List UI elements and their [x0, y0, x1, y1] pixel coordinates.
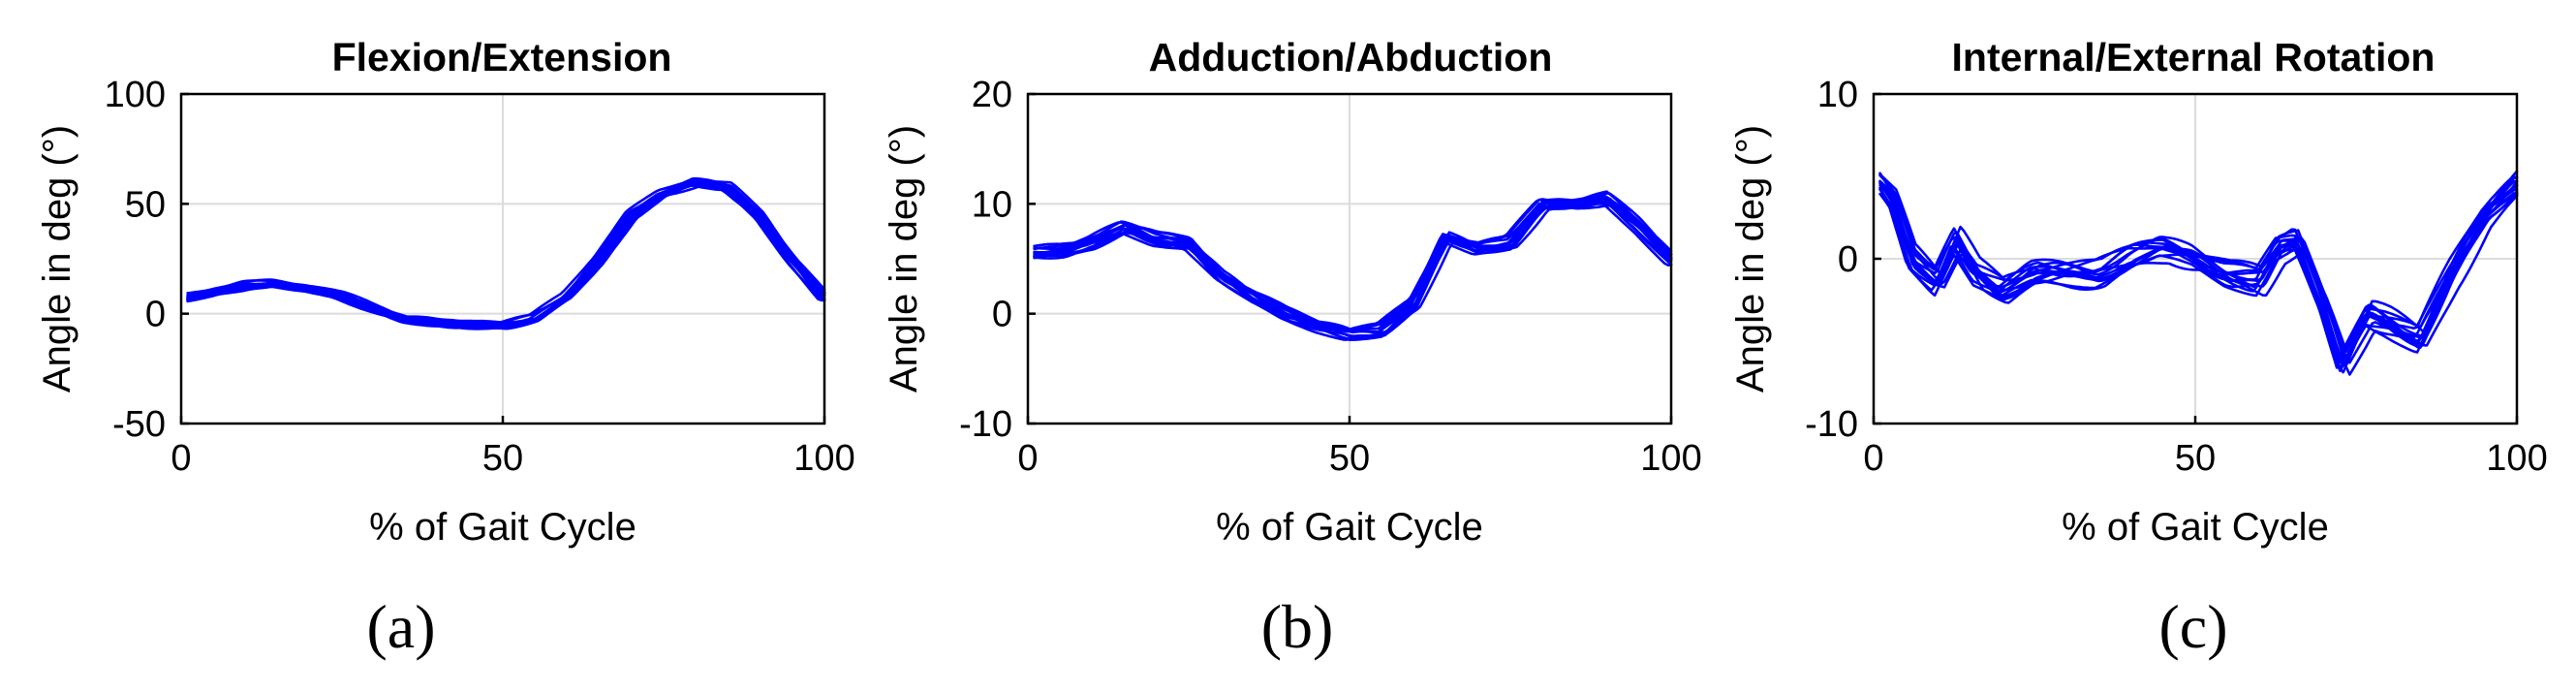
chart-title: Flexion/Extension: [332, 35, 672, 79]
y-tick-label: 100: [105, 75, 166, 115]
trial-line-14: [1033, 197, 1673, 332]
panel-label: (a): [366, 592, 435, 661]
trial-line-13: [1878, 173, 2519, 364]
trial-line-3: [186, 184, 826, 330]
grid-layer: [1028, 94, 1671, 424]
y-tick-label: 0: [992, 295, 1012, 335]
y-tick-label: 20: [972, 75, 1012, 115]
y-tick-label: -10: [959, 404, 1012, 445]
y-axis-label: Angle in deg (°): [1729, 125, 1772, 393]
y-tick-label: 0: [145, 295, 166, 335]
trial-line-12: [1033, 203, 1673, 341]
trial-line-14: [186, 179, 826, 325]
trial-line-8: [1033, 197, 1673, 333]
grid-layer: [181, 94, 824, 424]
x-tick-label: 50: [482, 438, 523, 479]
trial-line-10: [1878, 170, 2519, 360]
trial-line-11: [1033, 198, 1673, 334]
panel-label: (b): [1261, 592, 1334, 661]
y-axis-label: Angle in deg (°): [883, 125, 925, 393]
panel-internal-external-rotation: Internal/External Rotation 0 50 100-10010 …: [1729, 35, 2548, 661]
trial-line-9: [1033, 190, 1673, 332]
x-tick-label: 0: [1863, 438, 1883, 479]
x-tick-label: 50: [2175, 438, 2216, 479]
trial-line-1: [1033, 192, 1673, 332]
x-tick-label: 0: [1017, 438, 1038, 479]
trial-line-14: [1878, 172, 2519, 367]
x-axis-label: % of Gait Cycle: [1216, 506, 1483, 549]
y-tick-label: 10: [1817, 75, 1858, 115]
y-tick-label: -10: [1805, 404, 1858, 445]
series-layer: [1878, 170, 2519, 376]
x-tick-label: 100: [1640, 438, 1701, 479]
chart-title: Adduction/Abduction: [1149, 35, 1553, 79]
trial-line-6: [186, 181, 826, 330]
y-tick-label: 50: [125, 184, 166, 225]
chart-title: Internal/External Rotation: [1952, 35, 2436, 79]
trial-line-7: [1033, 197, 1673, 339]
x-tick-label: 50: [1329, 438, 1370, 479]
trial-line-13: [1033, 199, 1673, 334]
y-tick-label: -50: [112, 404, 166, 445]
trial-line-2: [186, 182, 826, 330]
trial-line-5: [186, 183, 826, 329]
trial-line-1: [186, 179, 826, 325]
trial-line-12: [186, 176, 826, 327]
x-tick-label: 100: [793, 438, 854, 479]
x-tick-label: 100: [2486, 438, 2547, 479]
x-axis-label: % of Gait Cycle: [369, 506, 636, 549]
y-axis-label: Angle in deg (°): [36, 125, 78, 393]
trial-line-10: [1033, 194, 1673, 331]
trial-line-6: [1033, 194, 1673, 332]
trial-line-5: [1878, 192, 2519, 372]
series-layer: [1033, 190, 1673, 341]
y-tick-label: 0: [1838, 239, 1858, 280]
x-tick-label: 0: [171, 438, 191, 479]
y-tick-label: 10: [972, 184, 1012, 225]
x-axis-label: % of Gait Cycle: [2062, 506, 2329, 549]
trial-line-7: [186, 185, 826, 330]
panel-label: (c): [2158, 592, 2227, 661]
trial-line-8: [186, 183, 826, 327]
series-layer: [186, 176, 826, 330]
trial-line-2: [1033, 196, 1673, 333]
